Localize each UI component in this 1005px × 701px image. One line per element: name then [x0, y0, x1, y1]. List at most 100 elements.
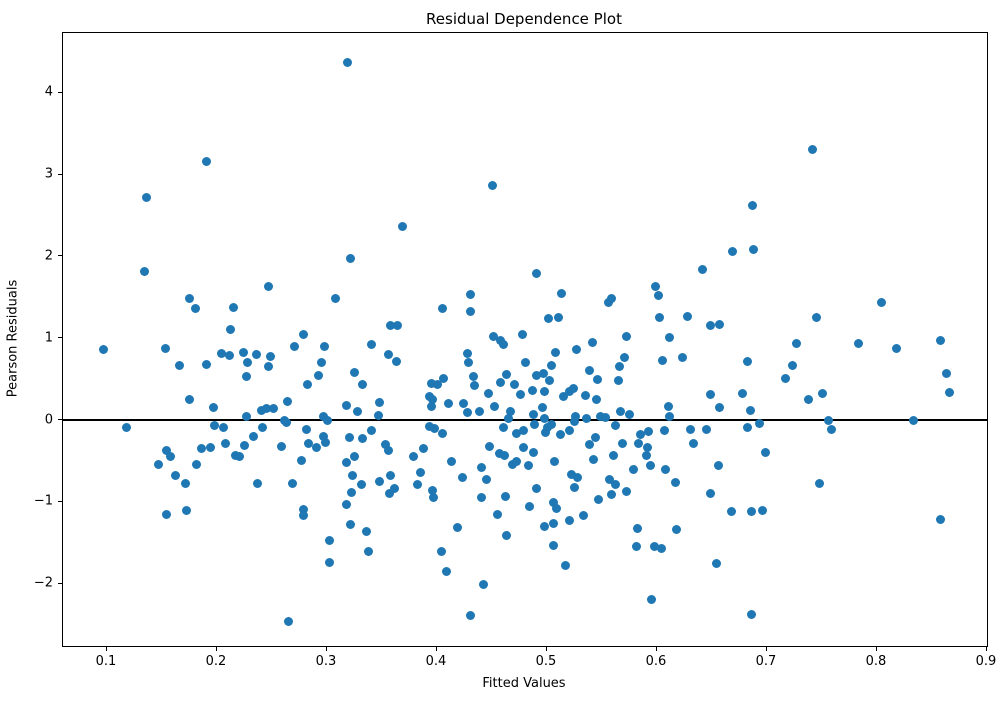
scatter-point [317, 358, 326, 368]
scatter-point [464, 357, 474, 367]
scatter-point [438, 304, 447, 314]
scatter-point [277, 441, 287, 451]
scatter-point [742, 356, 752, 366]
scatter-point [299, 511, 309, 521]
scatter-point [685, 425, 695, 435]
scatter-point [549, 540, 559, 550]
zero-reference-line [63, 419, 987, 422]
scatter-point [945, 387, 955, 397]
scatter-point [702, 424, 711, 434]
scatter-point [552, 504, 562, 513]
scatter-point [476, 493, 486, 503]
y-tick-mark [58, 173, 62, 175]
scatter-point [297, 455, 307, 465]
scatter-point [180, 479, 190, 489]
scatter-point [482, 474, 491, 484]
scatter-point [262, 404, 271, 414]
scatter-point [364, 546, 374, 556]
scatter-point [647, 594, 656, 604]
scatter-point [264, 282, 274, 292]
x-tick-mark [766, 647, 767, 651]
scatter-point [346, 488, 356, 498]
scatter-point [546, 419, 556, 429]
scatter-point [812, 313, 821, 323]
scatter-point [509, 379, 519, 389]
scatter-point [289, 341, 299, 351]
scatter-point [605, 474, 615, 484]
scatter-point [815, 478, 825, 488]
scatter-point [827, 425, 837, 435]
scatter-point [322, 415, 332, 425]
scatter-point [489, 401, 499, 411]
scatter-point [268, 404, 278, 414]
scatter-point [658, 355, 667, 365]
scatter-point [781, 373, 791, 383]
scatter-point [556, 288, 566, 298]
scatter-point [568, 383, 578, 393]
scatter-point [264, 361, 274, 371]
scatter-point [353, 407, 363, 417]
scatter-point [344, 432, 354, 442]
scatter-point [564, 426, 574, 436]
scatter-point [715, 319, 725, 329]
y-tick-label: 1 [44, 330, 53, 346]
scatter-point [487, 180, 497, 190]
scatter-point [564, 516, 574, 526]
x-axis-label: Fitted Values [482, 676, 566, 691]
x-tick-mark [436, 647, 437, 651]
scatter-point [469, 381, 479, 391]
scatter-point [561, 561, 571, 571]
scatter-point [357, 379, 367, 389]
x-tick-label: 0.1 [95, 654, 117, 669]
chart-title: Residual Dependence Plot [426, 10, 622, 28]
scatter-point [303, 439, 313, 449]
scatter-point [546, 360, 556, 370]
scatter-point [523, 461, 533, 471]
scatter-point [438, 428, 447, 438]
scatter-point [419, 444, 429, 454]
scatter-point [616, 406, 626, 416]
scatter-point [439, 373, 449, 383]
scatter-point [529, 448, 539, 458]
scatter-point [201, 359, 211, 369]
scatter-point [555, 429, 565, 439]
scatter-point [288, 478, 298, 488]
scatter-point [792, 338, 802, 348]
scatter-point [804, 395, 814, 405]
scatter-point [427, 378, 436, 388]
scatter-point [375, 397, 385, 407]
scatter-point [485, 441, 495, 451]
scatter-point [154, 459, 164, 469]
x-tick-label: 0.4 [425, 654, 447, 669]
scatter-point [170, 471, 180, 481]
scatter-point [299, 330, 309, 340]
scatter-point [570, 482, 579, 492]
scatter-point [465, 290, 475, 300]
scatter-point [331, 293, 341, 303]
scatter-point [386, 321, 396, 331]
scatter-point [566, 469, 576, 479]
scatter-point [424, 422, 434, 432]
scatter-point [321, 437, 331, 447]
scatter-point [660, 426, 670, 436]
scatter-point [540, 522, 550, 531]
x-tick-mark [106, 647, 107, 651]
scatter-point [463, 348, 473, 358]
scatter-point [629, 464, 639, 474]
scatter-point [501, 369, 511, 379]
scatter-point [345, 254, 355, 264]
scatter-point [540, 386, 550, 396]
scatter-point [742, 422, 752, 432]
x-tick-mark [216, 647, 217, 651]
scatter-point [683, 311, 693, 321]
scatter-point [190, 304, 200, 314]
scatter-point [384, 445, 394, 455]
scatter-point [185, 294, 194, 304]
scatter-point [610, 480, 620, 490]
scatter-point [234, 452, 244, 462]
scatter-point [746, 405, 755, 415]
scatter-point [347, 471, 357, 481]
scatter-point [498, 422, 508, 432]
scatter-point [320, 341, 330, 351]
scatter-point [529, 409, 539, 419]
